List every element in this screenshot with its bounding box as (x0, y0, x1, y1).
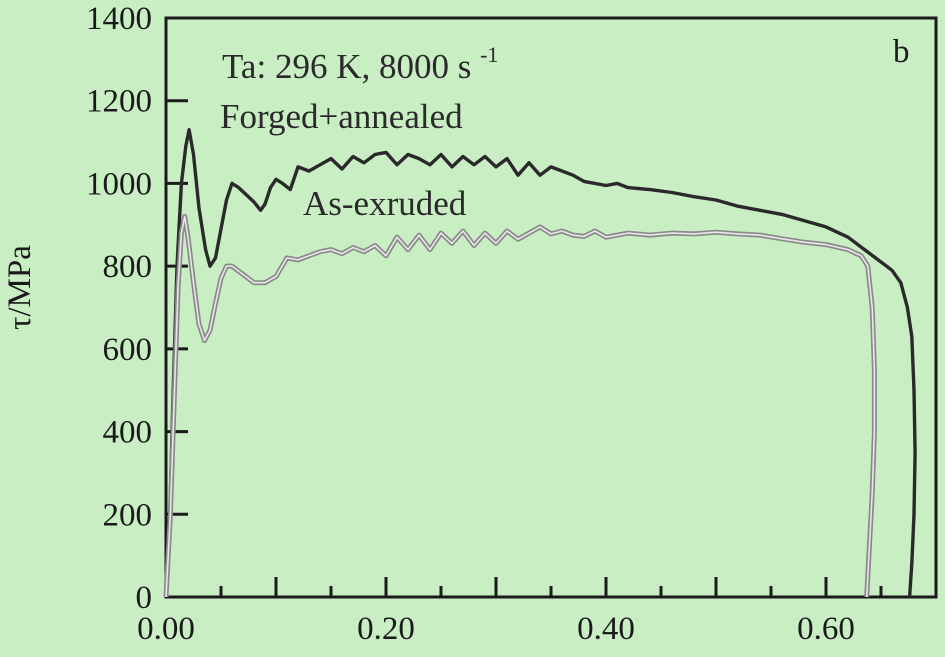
y-tick-label: 600 (103, 332, 153, 368)
y-tick-label: 200 (103, 497, 153, 533)
annotation-condition-main: Ta: 296 K, 8000 s (222, 47, 471, 86)
y-tick-label: 1400 (86, 1, 152, 37)
y-tick-label: 800 (103, 249, 153, 285)
x-axis-ticks: 0.00 0.20 0.40 0.60 (137, 577, 938, 647)
y-tick-label: 400 (103, 415, 153, 451)
series-layer (163, 127, 917, 598)
series-line-forged (164, 127, 917, 598)
x-tick-label: 0.00 (137, 611, 195, 647)
annotation-forged: Forged+annealed (220, 97, 463, 136)
x-tick-label: 0.40 (577, 611, 635, 647)
annotation-extruded: As-exruded (303, 184, 467, 223)
y-tick-label: 1000 (86, 166, 152, 202)
panel-label: b (893, 34, 910, 70)
series-line-extruded (165, 215, 876, 598)
y-axis-ticks: 0 200 400 600 800 1000 1200 1400 (86, 1, 188, 616)
x-tick-label: 0.20 (357, 611, 415, 647)
y-axis-label: τ/MPa (2, 245, 38, 330)
y-tick-label: 1200 (86, 84, 152, 120)
annotation-condition: Ta: 296 K, 8000 s -1 (222, 42, 498, 86)
x-tick-label: 0.60 (797, 611, 855, 647)
annotation-condition-exponent: -1 (480, 42, 498, 67)
y-tick-label: 0 (136, 580, 153, 616)
